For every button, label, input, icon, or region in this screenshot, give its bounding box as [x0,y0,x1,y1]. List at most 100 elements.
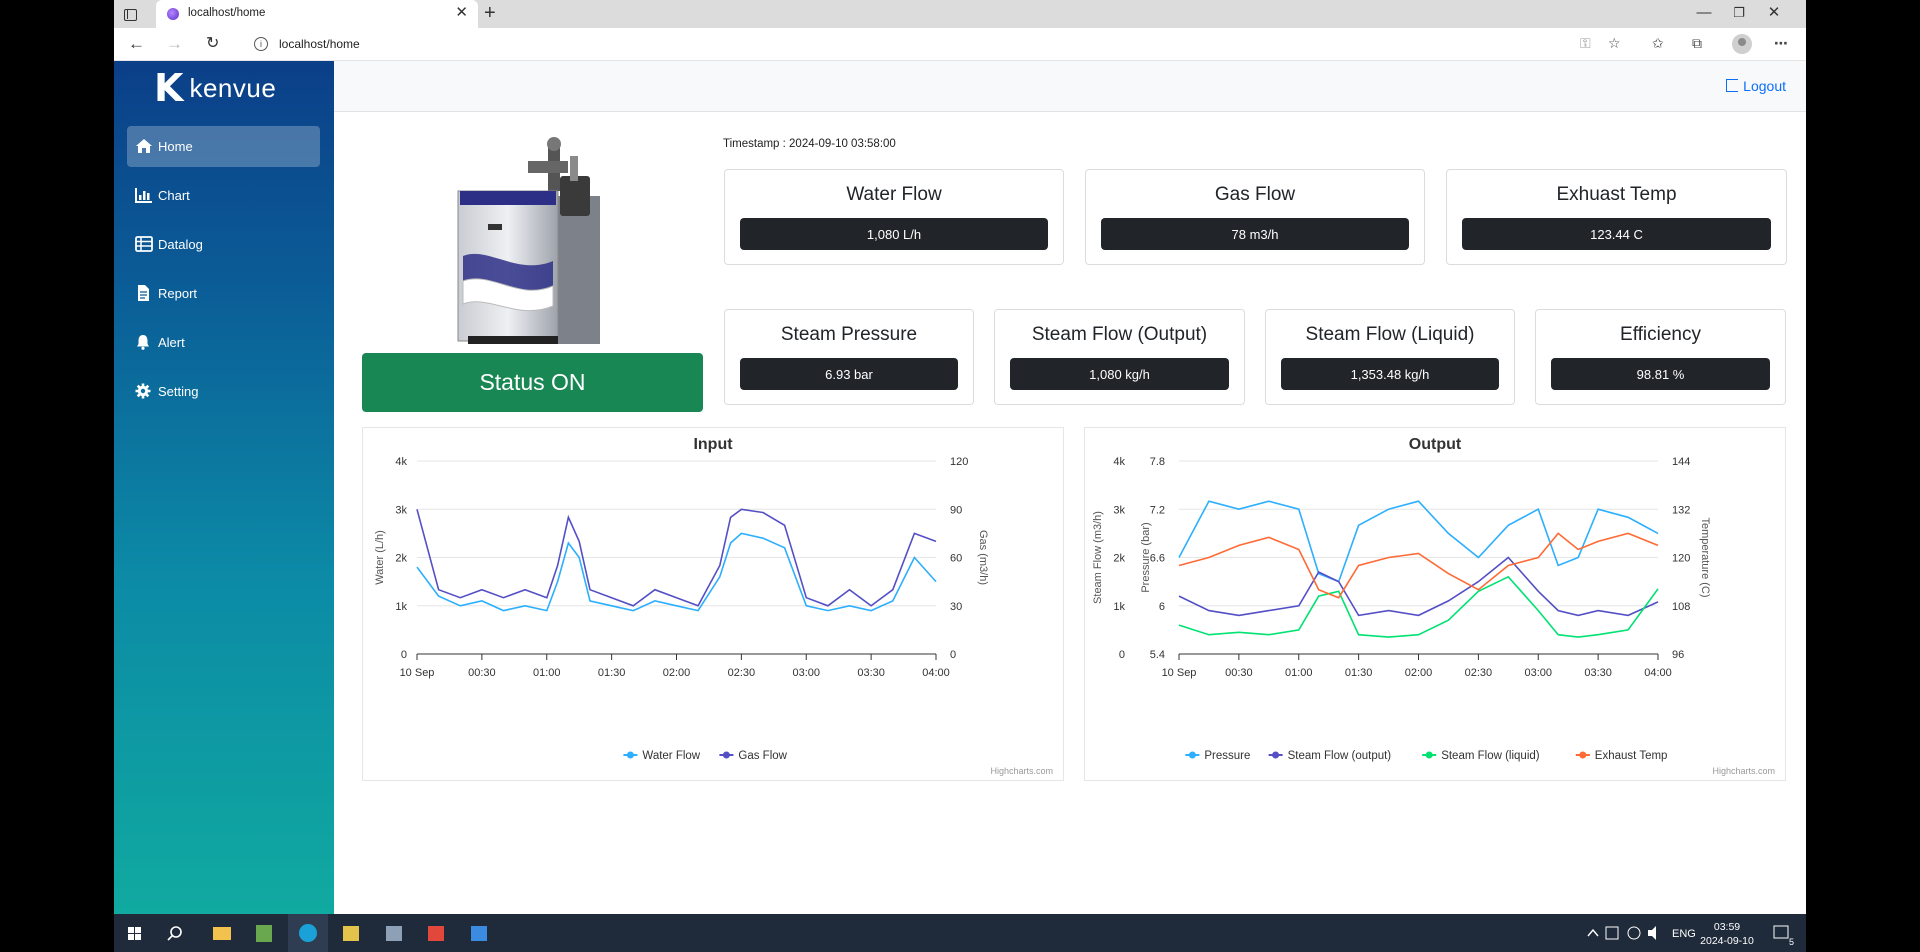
sidebar-item-alert[interactable]: Alert [127,322,320,363]
y-tick-label: 120 [950,456,968,468]
url-input[interactable]: localhost/home [279,37,360,51]
sidebar-item-report[interactable]: Report [127,273,320,314]
y-tick-label: 1k [395,601,407,613]
tray-language[interactable]: ENG [1672,928,1696,940]
legend-label: Pressure [1204,750,1250,762]
volume-icon[interactable] [1648,926,1656,940]
logout-label: Logout [1743,78,1786,94]
legend-label: Water Flow [642,750,700,762]
reload-icon[interactable]: ↻ [206,35,220,52]
gas-flow-card: Gas Flow 78 m3/h [1085,169,1425,265]
y-axis-title: Water (L/h) [374,530,386,585]
file-explorer-icon[interactable] [213,927,231,940]
logout-link[interactable]: Logout [1726,78,1786,94]
y-tick-label: 6.6 [1150,553,1165,565]
water-flow-card: Water Flow 1,080 L/h [724,169,1064,265]
tray-time[interactable]: 03:59 [1714,921,1740,933]
series-line-gas-flow [416,508,937,607]
card-value: 123.44 C [1462,218,1771,250]
x-tick-label: 03:00 [792,667,820,679]
search-icon[interactable] [167,926,182,941]
steam-flow-output-card: Steam Flow (Output) 1,080 kg/h [994,309,1245,405]
legend-item[interactable]: Steam Flow (output) [1268,750,1392,762]
collections-icon[interactable]: ⧉ [1692,35,1702,51]
screen: localhost/home ✕ + — ❐ ✕ ← → ↻ i localho… [114,0,1806,952]
document-icon [138,285,149,301]
forward-icon[interactable]: → [166,34,183,53]
steam-flow-liquid-card: Steam Flow (Liquid) 1,353.48 kg/h [1265,309,1515,405]
chart-title: Input [693,436,733,453]
y-axis-title: Gas (m3/h) [977,530,989,585]
key-icon[interactable]: ⚿ [1580,35,1591,51]
logout-icon [1726,79,1739,92]
x-tick-label: 04:00 [922,667,950,679]
favorites-icon[interactable]: ✩ [1652,35,1664,51]
tray-chevron-icon[interactable] [1587,928,1599,937]
restore-icon[interactable]: ❐ [1733,5,1745,20]
legend-marker [1272,751,1280,759]
series-line-exhaust-temp [1178,532,1659,599]
y-tick-label: 60 [950,553,962,565]
y-tick-label: 0 [401,649,407,661]
sidebar-item-label: Home [158,139,193,154]
edge-icon[interactable] [299,924,317,942]
y-tick-label: 120 [1672,553,1690,565]
tray-date[interactable]: 2024-09-10 [1700,935,1754,947]
app-icon-3[interactable] [386,926,402,941]
more-icon[interactable]: ⋯ [1774,35,1788,51]
network-icon[interactable] [1627,926,1641,940]
series-line-steam-flow-liquid- [1178,575,1659,638]
efficiency-card: Efficiency 98.81 % [1535,309,1786,405]
x-tick-label: 00:30 [1225,667,1253,679]
y-tick-label: 108 [1672,601,1690,613]
tab-favicon-icon [167,8,179,20]
y-tick-label: 2k [1113,553,1125,565]
x-tick-label: 04:00 [1644,667,1672,679]
sidebar-item-setting[interactable]: Setting [127,371,320,412]
app-icon-2[interactable] [343,926,359,941]
legend-item[interactable]: Gas Flow [719,750,788,762]
start-icon[interactable] [128,927,141,940]
table-icon [135,236,153,252]
back-icon[interactable]: ← [128,34,145,53]
new-tab-icon[interactable]: + [484,2,496,24]
sidebar-item-chart[interactable]: Chart [127,175,320,216]
tab-close-icon[interactable]: ✕ [455,4,468,21]
favorite-add-icon[interactable]: ☆ [1608,35,1621,51]
notification-icon[interactable] [1773,925,1789,939]
exhaust-temp-card: Exhuast Temp 123.44 C [1446,169,1787,265]
card-title: Water Flow [846,184,942,205]
legend-marker [1579,751,1587,759]
legend-item[interactable]: Pressure [1185,750,1250,762]
profile-avatar[interactable] [1732,34,1752,54]
timestamp: Timestamp : 2024-09-10 03:58:00 [723,138,896,150]
app-icon-5[interactable] [471,926,487,941]
y-tick-label: 7.8 [1150,456,1165,468]
input-chart-svg: Input 0 1k 2k 3k 4k Water (L/h) 0 30 60 90 120 Gas (… [374,436,1053,776]
legend-label: Steam Flow (liquid) [1441,750,1540,762]
app-icon-1[interactable] [256,925,272,942]
tray-icon-1[interactable] [1605,926,1619,940]
app-icon-4[interactable] [428,926,444,941]
legend-item[interactable]: Steam Flow (liquid) [1422,750,1540,762]
legend-marker [1188,751,1196,759]
x-tick-label: 00:30 [468,667,496,679]
series-line-water-flow [416,532,937,612]
x-tick-label: 02:30 [728,667,756,679]
sidebar-item-datalog[interactable]: Datalog [127,224,320,265]
legend-label: Gas Flow [738,750,787,762]
tab-actions-icon[interactable] [122,6,138,22]
input-chart: Input 0 1k 2k 3k 4k Water (L/h) 0 30 60 90 120 Gas (… [362,427,1064,781]
browser-tab[interactable]: localhost/home ✕ [156,0,478,28]
window-close-icon[interactable]: ✕ [1767,4,1781,21]
site-info-icon[interactable]: i [254,37,268,51]
card-title: Steam Pressure [780,324,918,345]
legend-item[interactable]: Water Flow [623,750,701,762]
address-bar: ← → ↻ i localhost/home ⚿ ☆ ✩ ⧉ ⋯ [114,28,1806,61]
kenvue-logo[interactable]: K kenvue [154,69,276,107]
legend-item[interactable]: Exhaust Temp [1575,750,1668,762]
y-tick-label: 3k [395,504,407,516]
y-tick-label: 5.4 [1150,649,1165,661]
minimize-icon[interactable]: — [1696,4,1712,21]
sidebar-item-home[interactable]: Home [127,126,320,167]
